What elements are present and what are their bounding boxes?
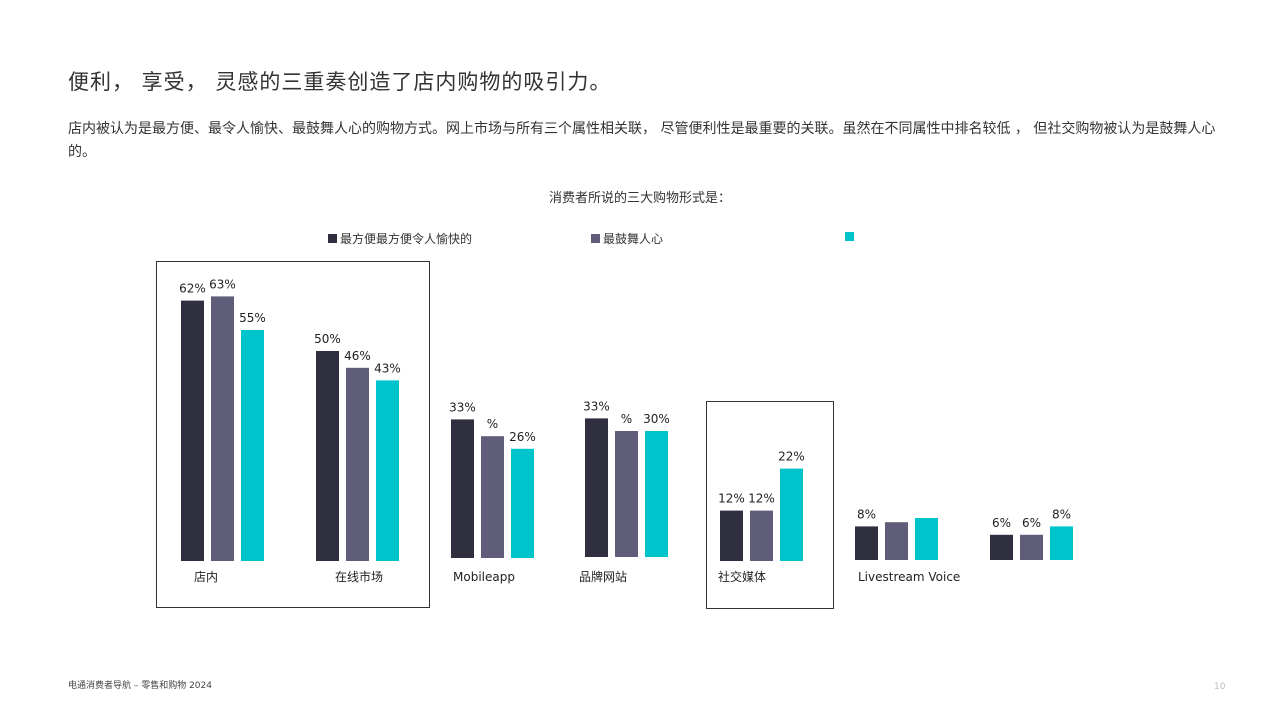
bar-s2-c7 [1020, 534, 1043, 560]
page-description: 店内被认为是最方便、最令人愉快、最鼓舞人心的购物方式。网上市场与所有三个属性相关… [68, 121, 1216, 160]
bar-s1-c3 [451, 419, 474, 558]
data-label-s3-c7: 8% [1052, 507, 1071, 521]
bar-s3-c7 [1050, 526, 1073, 560]
footer-source: 电通消费者导航 – 零售和购物 2024 [68, 681, 212, 691]
bar-s3-c5 [780, 468, 803, 561]
data-label-s3-c1: 55% [239, 311, 266, 325]
data-label-s2-c1: 63% [209, 277, 236, 291]
bar-s3-c4 [645, 431, 668, 557]
data-label-s2-c7: 6% [1022, 516, 1041, 530]
page-title: 便利， 享受， 灵感的三重奏创造了店内购物的吸引力。 [68, 70, 612, 94]
legend-swatch-3 [845, 232, 854, 241]
bar-s3-c3 [511, 448, 534, 558]
bar-s2-c4 [615, 431, 638, 557]
bar-s1-c7 [990, 534, 1013, 560]
bar-s2-c2 [346, 367, 369, 561]
data-label-s3-c3: 26% [509, 430, 536, 444]
category-label-1: 店内 [194, 570, 218, 584]
data-label-s1-c2: 50% [314, 332, 341, 346]
legend-item-3 [845, 230, 857, 244]
highlight-box-instore-marketplace [156, 261, 430, 608]
data-label-s1-c4: 33% [583, 399, 610, 413]
legend-label-1: 最方便最方便令人愉快的 [340, 232, 473, 246]
bar-s2-c1 [211, 296, 234, 561]
bar-s1-c4 [585, 418, 608, 557]
chart-title: 消费者所说的三大购物形式是： [548, 191, 731, 206]
data-label-s1-c5: 12% [718, 492, 745, 506]
bar-s3-c1 [241, 330, 264, 561]
category-label-2: 在线市场 [335, 569, 383, 584]
category-label-4: 品牌网站 [579, 570, 627, 584]
bar-s1-c6 [855, 526, 878, 560]
page-number: 10 [1214, 682, 1226, 692]
legend-swatch-1 [328, 234, 337, 243]
bar-s1-c2 [316, 351, 339, 561]
bar-s1-c5 [720, 510, 743, 561]
bar-s2-c3 [481, 436, 504, 558]
data-label-s3-c5: 22% [778, 450, 805, 464]
category-label-3: Mobileapp [453, 570, 515, 584]
data-label-s2-c4: % [621, 412, 632, 426]
bar-s1-c1 [181, 300, 204, 561]
data-label-s2-c3: % [487, 417, 498, 431]
data-label-s3-c4: 30% [643, 412, 670, 426]
data-label-s2-c2: 46% [344, 349, 371, 363]
data-label-s1-c7: 6% [992, 516, 1011, 530]
highlight-box-social-media [706, 401, 834, 609]
legend-item-2: 最鼓舞人心 [591, 230, 663, 247]
data-label-s1-c6: 8% [857, 507, 876, 521]
data-label-s2-c5: 12% [748, 492, 775, 506]
category-label-6: Livestream Voice [858, 570, 960, 584]
bar-s3-c2 [376, 380, 399, 561]
data-label-s1-c1: 62% [179, 282, 206, 296]
data-label-s3-c2: 43% [374, 361, 401, 375]
legend-item-1: 最方便最方便令人愉快的 [328, 230, 472, 247]
legend-label-2: 最鼓舞人心 [603, 232, 664, 246]
category-label-5: 社交媒体 [718, 569, 766, 584]
legend-swatch-2 [591, 234, 600, 243]
bar-s2-c5 [750, 510, 773, 561]
bar-s2-c6 [885, 522, 908, 560]
bar-s3-c6 [915, 518, 938, 560]
data-label-s1-c3: 33% [449, 400, 476, 414]
